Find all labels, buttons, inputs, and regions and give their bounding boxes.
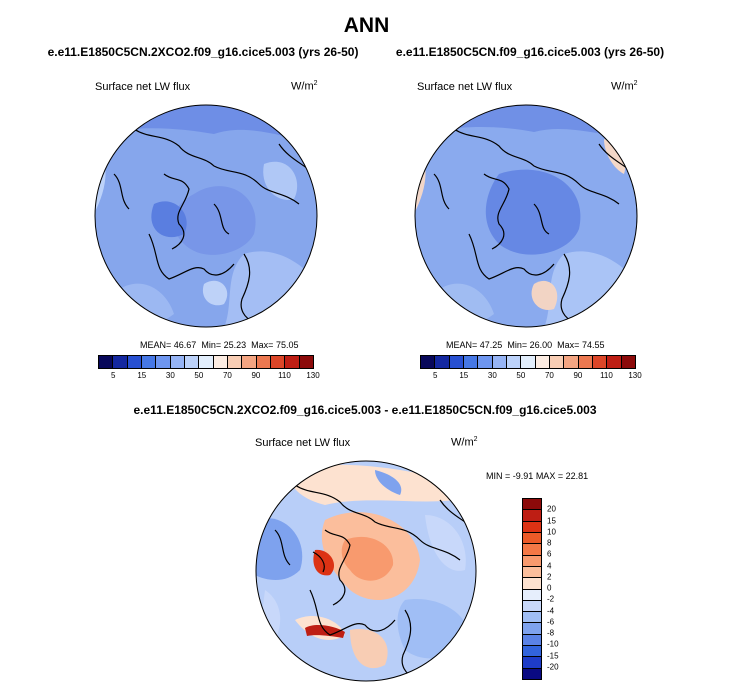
colorbar-swatch — [523, 612, 541, 624]
colorbar-tick-label: 50 — [194, 371, 204, 380]
colorbar-tick-label: -15 — [547, 651, 559, 660]
diff-units: W/m2 — [451, 436, 478, 449]
colorbar-swatch — [523, 532, 541, 545]
colorbar-swatch — [523, 600, 541, 613]
colorbar-swatch — [256, 356, 271, 368]
colorbar-swatch — [435, 356, 450, 368]
panel2-case-title: e.e11.E1850C5CN.f09_g16.cice5.003 (yrs 2… — [395, 45, 665, 59]
colorbar-tick-label: 15 — [547, 516, 556, 525]
colorbar-swatch — [523, 521, 541, 533]
colorbar-tick-label: -2 — [547, 594, 555, 604]
colorbar-tick-label: 110 — [600, 371, 613, 380]
colorbar-swatch — [564, 356, 579, 368]
diff-case-title: e.e11.E1850C5CN.2XCO2.f09_g16.cice5.003 … — [133, 403, 597, 417]
colorbar-swatch — [492, 356, 507, 368]
colorbar-swatch — [463, 356, 479, 368]
colorbar-swatch — [449, 356, 464, 368]
panel1-colorbar — [98, 355, 314, 369]
diff-colorbar — [522, 498, 542, 680]
panel2-variable-label: Surface net LW flux — [417, 81, 513, 93]
colorbar-swatch — [523, 566, 541, 579]
colorbar-tick-label: 30 — [487, 371, 497, 380]
panel2-stats: MEAN= 47.25 Min= 26.00 Max= 74.55 — [446, 340, 605, 350]
colorbar-tick-label: 6 — [547, 549, 552, 559]
colorbar-swatch — [523, 578, 541, 590]
colorbar-swatch — [535, 356, 550, 368]
colorbar-tick-label: 50 — [516, 371, 526, 380]
colorbar-tick-label: -4 — [547, 606, 555, 615]
colorbar-tick-label: 8 — [547, 538, 552, 548]
panel2-colorbar-labels: 5 15 30 50 70 90 110 130 — [420, 371, 642, 383]
colorbar-swatch — [523, 646, 541, 658]
colorbar-swatch — [523, 555, 541, 567]
colorbar-swatch — [607, 356, 622, 368]
colorbar-tick-label: -20 — [547, 662, 559, 672]
main-title: ANN — [343, 14, 390, 37]
colorbar-swatch — [421, 356, 436, 368]
colorbar-tick-label: 70 — [222, 371, 232, 380]
colorbar-tick-label: 15 — [137, 371, 147, 380]
colorbar-swatch — [156, 356, 171, 368]
colorbar-swatch — [549, 356, 565, 368]
panel1-units: W/m2 — [291, 80, 318, 93]
diff-polar-map — [255, 460, 477, 682]
colorbar-tick-label: 70 — [544, 371, 554, 380]
colorbar-swatch — [113, 356, 128, 368]
colorbar-swatch — [213, 356, 228, 368]
colorbar-swatch — [621, 356, 635, 368]
diff-variable-label: Surface net LW flux — [255, 437, 351, 449]
colorbar-swatch — [523, 589, 541, 601]
colorbar-swatch — [521, 356, 536, 368]
colorbar-swatch — [506, 356, 522, 368]
colorbar-tick-label: 0 — [547, 583, 552, 593]
colorbar-swatch — [99, 356, 114, 368]
colorbar-tick-label: 130 — [306, 371, 320, 380]
colorbar-swatch — [285, 356, 300, 368]
panel1-variable-label: Surface net LW flux — [95, 81, 191, 93]
colorbar-swatch — [127, 356, 142, 368]
colorbar-tick-label: 2 — [547, 572, 552, 582]
colorbar-swatch — [141, 356, 157, 368]
colorbar-swatch — [523, 634, 541, 647]
colorbar-swatch — [299, 356, 313, 368]
colorbar-tick-label: -6 — [547, 617, 555, 627]
colorbar-tick-label: 110 — [278, 371, 291, 380]
colorbar-tick-label: 5 — [111, 371, 116, 380]
colorbar-swatch — [523, 510, 541, 522]
colorbar-swatch — [523, 499, 541, 511]
colorbar-swatch — [592, 356, 608, 368]
panel1-colorbar-labels: 5 15 30 50 70 90 110 130 — [98, 371, 320, 383]
colorbar-tick-label: 90 — [573, 371, 583, 380]
colorbar-swatch — [270, 356, 286, 368]
colorbar-tick-label: -8 — [547, 628, 555, 638]
panel1-stats: MEAN= 46.67 Min= 25.23 Max= 75.05 — [140, 340, 299, 350]
colorbar-tick-label: 130 — [628, 371, 642, 380]
colorbar-swatch — [578, 356, 593, 368]
colorbar-tick-label: 10 — [547, 527, 556, 537]
colorbar-swatch — [227, 356, 243, 368]
colorbar-swatch — [242, 356, 257, 368]
diff-colorbar-labels: 20 15 10 8 6 4 2 0 -2 -4 -6 -8 -10 -15 -20 — [547, 498, 577, 678]
panel1-case-title: e.e11.E1850C5CN.2XCO2.f09_g16.cice5.003 … — [47, 45, 359, 59]
colorbar-swatch — [523, 544, 541, 556]
panel2-colorbar — [420, 355, 636, 369]
colorbar-tick-label: 5 — [433, 371, 438, 380]
panel2-polar-map — [414, 104, 638, 328]
colorbar-swatch — [523, 668, 541, 679]
colorbar-tick-label: 30 — [165, 371, 175, 380]
colorbar-tick-label: 20 — [547, 504, 556, 514]
colorbar-swatch — [170, 356, 185, 368]
colorbar-swatch — [523, 623, 541, 635]
diff-minmax-stats: MIN = -9.91 MAX = 22.81 — [486, 471, 589, 481]
colorbar-tick-label: -10 — [547, 639, 559, 649]
colorbar-tick-label: 15 — [459, 371, 469, 380]
colorbar-swatch — [199, 356, 214, 368]
panel2-units: W/m2 — [611, 80, 638, 93]
colorbar-swatch — [478, 356, 493, 368]
panel1-polar-map — [94, 104, 318, 328]
colorbar-tick-label: 4 — [547, 561, 552, 570]
colorbar-swatch — [523, 657, 541, 669]
colorbar-swatch — [184, 356, 200, 368]
colorbar-tick-label: 90 — [251, 371, 261, 380]
